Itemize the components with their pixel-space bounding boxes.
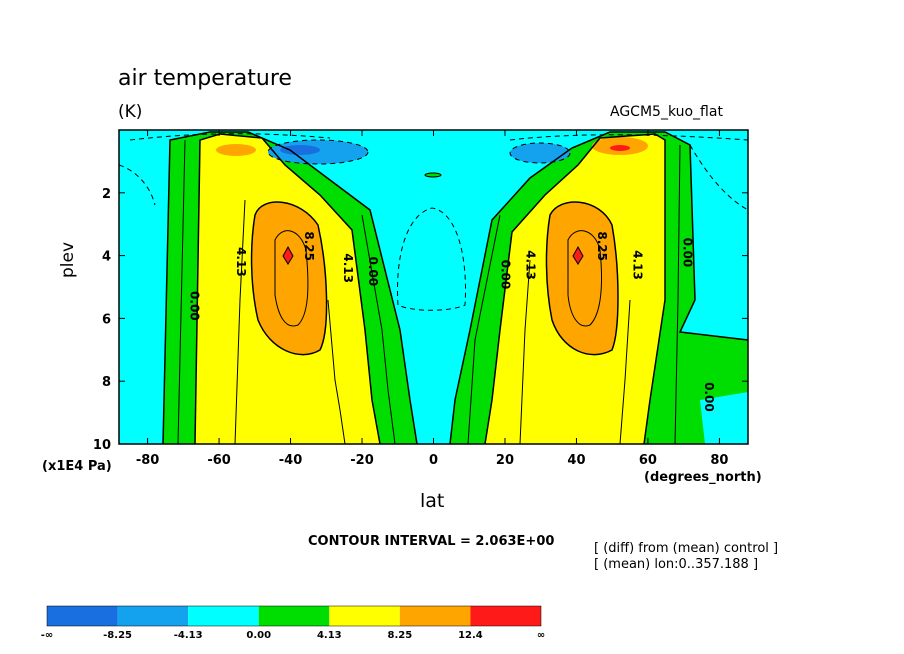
colorbar-swatch	[47, 606, 118, 626]
contour-label: 0.00	[702, 382, 716, 412]
x-tick-label: 40	[567, 453, 585, 468]
contour-interval: CONTOUR INTERVAL = 2.063E+00	[308, 534, 555, 549]
colorbar-label: ∞	[537, 630, 545, 641]
colorbar-label: -8.25	[103, 630, 132, 641]
contour-label: 8.25	[302, 231, 316, 261]
contour-fill	[119, 130, 748, 444]
colorbar-label: 8.25	[388, 630, 413, 641]
contour-label-layer: 8.25 4.13 4.13 0.00 0.00 0.00 4.13 8.25 4.13 0.00…	[187, 231, 716, 411]
x-tick-label: 60	[639, 453, 657, 468]
colorbar-swatch	[188, 606, 259, 626]
x-axis-unit: (degrees_north)	[644, 470, 762, 485]
chart-title: air temperature	[118, 66, 292, 91]
y-tick-label: 6	[102, 312, 111, 327]
band-orange-north	[546, 202, 618, 355]
colorbar-label: -∞	[41, 630, 53, 641]
units-label: (K)	[118, 102, 143, 122]
contour-label: 4.13	[341, 253, 355, 283]
x-tick-label: -80	[136, 453, 160, 468]
blue-min-south-inner	[280, 145, 320, 155]
diff-note: [ (diff) from (mean) control ]	[594, 541, 779, 556]
x-tick-label: -40	[279, 453, 303, 468]
max-marker-south	[282, 245, 294, 265]
x-tick-label: -20	[350, 453, 374, 468]
contour-label: 4.13	[631, 250, 645, 280]
colorbar-label: -4.13	[174, 630, 203, 641]
contour-label: 0.00	[498, 260, 512, 290]
y-tick-label: 10	[93, 438, 111, 453]
colorbar-frame	[46, 605, 542, 627]
colorbar-label: 4.13	[317, 630, 342, 641]
colorbar-swatch	[117, 606, 189, 626]
x-tick-label: -60	[207, 453, 231, 468]
top-orange-south	[216, 144, 256, 156]
contour-label: 8.25	[595, 231, 609, 261]
colorbar-label: 12.4	[458, 630, 483, 641]
blue-min-north	[510, 143, 570, 163]
contour-label: 0.00	[366, 256, 380, 286]
colorbar-swatch	[258, 606, 330, 626]
colorbar-swatch	[470, 606, 541, 626]
x-tick-label: 80	[710, 453, 728, 468]
y-axis: 2 4 6 8 10	[93, 187, 748, 453]
colorbar-swatch	[399, 606, 471, 626]
contour-lines	[162, 131, 748, 444]
y-tick-label: 4	[102, 250, 111, 265]
colorbar-label: 0.00	[246, 630, 271, 641]
contour-label: 4.13	[523, 250, 537, 280]
band-orange-south	[251, 202, 327, 355]
max-marker-north	[572, 245, 584, 265]
model-label: AGCM5_kuo_flat	[610, 104, 723, 120]
y-tick-label: 2	[102, 187, 111, 202]
y-axis-label: plev	[58, 241, 78, 278]
y-tick-label: 8	[102, 375, 111, 390]
cyan-gap-sw	[119, 395, 160, 444]
x-axis: -80 -60 -40 -20 0 20 40 60 80	[136, 130, 728, 468]
mean-note: [ (mean) lon:0..357.188 ]	[594, 557, 759, 572]
x-axis-label: lat	[420, 490, 445, 512]
contour-label: 4.13	[234, 247, 248, 277]
colorbar-swatch	[329, 606, 400, 626]
negative-contours	[119, 133, 748, 311]
cyan-gap-se	[700, 392, 748, 444]
top-red-north	[610, 145, 630, 151]
contour-label: 0.00	[681, 238, 695, 268]
colorbar: -∞ -8.25 -4.13 0.00 4.13 8.25 12.4 ∞	[41, 605, 545, 641]
x-tick-label: 0	[429, 453, 438, 468]
contour-label: 0.00	[187, 291, 201, 321]
small-positive-patch	[424, 172, 442, 178]
x-tick-label: 20	[496, 453, 514, 468]
y-axis-unit: (x1E4 Pa)	[42, 459, 112, 474]
